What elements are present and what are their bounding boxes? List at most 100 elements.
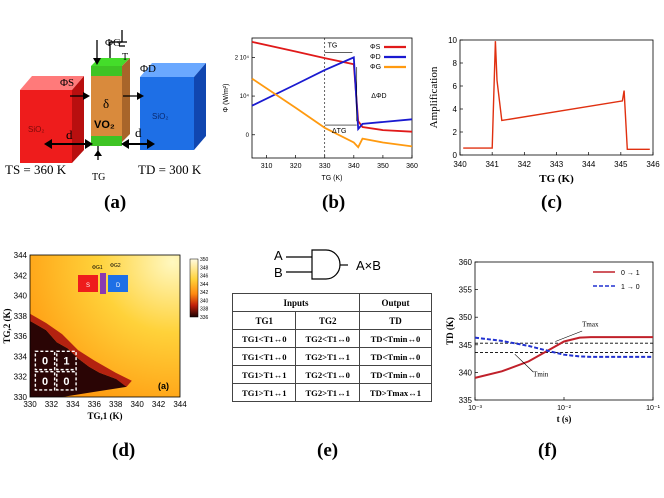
logic-cell [34, 370, 56, 391]
phi-d-label: ΦD [140, 63, 156, 75]
d-left-label: d [66, 127, 73, 142]
inset-phi-g1: ΦG1 [92, 265, 103, 271]
panel-d-label: (d) [112, 440, 136, 461]
inset-d-label: D [116, 283, 121, 289]
y-tick-label: 336 [14, 332, 28, 341]
d-right-label: d [135, 125, 142, 140]
x-tick-label: 342 [518, 160, 532, 169]
x-tick-label: 350 [377, 163, 389, 170]
col-tg2: TG2 [295, 311, 360, 330]
y-tick-label: 344 [14, 251, 28, 260]
inset-source-block [78, 275, 98, 292]
x-tick-label: 336 [88, 400, 102, 409]
y-tick-label: 10 [448, 36, 457, 45]
table-row: TG1>T1↔1 TG2<T1↔0 TD<Tmin↔0 [231, 365, 433, 384]
tmax-label: Tmax [582, 321, 599, 329]
col-td: TD [358, 311, 433, 330]
colorbar-tick-label: 338 [200, 307, 209, 313]
transition-rim [30, 313, 132, 387]
colorbar-tick-label: 346 [200, 274, 209, 280]
y-tick-label: 330 [14, 393, 28, 402]
annot-tg: TG [328, 43, 338, 50]
tmin-label: Tmin [533, 370, 549, 378]
inset-s-label: S [86, 283, 90, 289]
y-tick-label: 350 [459, 313, 473, 322]
x-axis-label: TG (K) [539, 173, 574, 185]
y-tick-label: 0 [246, 133, 250, 139]
panel-c-chart: 340 341 342 343 344 345 346 0 2 4 6 8 10 TG (K) Amplif… [428, 36, 660, 185]
y-tick-label: 334 [14, 352, 28, 361]
y-tick-label: 335 [459, 396, 473, 405]
y-tick-label: 340 [459, 368, 473, 377]
truth-table: Inputs Output TG1 TG2 TD TG1<T1↔0 TG2<T1… [231, 293, 433, 402]
x-tick-label: 330 [23, 400, 37, 409]
x-tick-label: 344 [173, 400, 187, 409]
annot-dphi: ΔΦD [371, 93, 386, 100]
y-tick-label: 2 [453, 128, 458, 137]
colorbar-tick-label: 348 [200, 265, 209, 271]
y-tick-label: 332 [14, 373, 28, 382]
y-tick-label: 360 [459, 258, 473, 267]
phi-s-label: ΦS [60, 77, 74, 89]
x-tick-label: 360 [406, 163, 418, 170]
x-tick-label: 346 [646, 160, 660, 169]
delta-label: δ [103, 96, 109, 111]
panel-d-chart: 330 332 334 336 338 340 342 344 330 332 334 336 338 3… [2, 251, 209, 421]
panel-a-diagram: SiO₂ SiO₂ T ΦG ΦS ΦD δ VO₂ d d TS = 360 … [5, 30, 206, 183]
x-tick-label: 340 [348, 163, 360, 170]
colorbar-tick-label: 336 [200, 315, 209, 321]
x-tick-label: 330 [319, 163, 331, 170]
head-output: Output [358, 293, 433, 312]
x-tick-label: 10⁻³ [468, 405, 482, 412]
left-sio2-block [20, 90, 72, 163]
legend-label: ΦD [370, 54, 381, 61]
x-tick-label: 341 [485, 160, 499, 169]
right-sio2-block [140, 77, 194, 150]
series-line [463, 41, 650, 150]
inset-phi-g2: ΦG2 [110, 263, 121, 269]
x-tick-label: 340 [453, 160, 467, 169]
y-tick-label: 0 [453, 151, 458, 160]
legend-label: 0 → 1 [621, 270, 640, 277]
logic-cell-value: 0 [42, 376, 48, 388]
x-tick-label: 334 [66, 400, 80, 409]
gate-input-a: A [274, 248, 283, 263]
vo2-layer [91, 76, 122, 136]
and-gate: A B A×B [274, 248, 381, 280]
table-row: TG1<T1↔0 TG2<T1↔0 TD<Tmin↔0 [231, 329, 433, 348]
tmax-pointer [555, 330, 583, 342]
phi-g-label: ΦG [105, 37, 121, 49]
y-axis-label: TD (K) [445, 317, 455, 345]
series-line-ΦS [251, 41, 413, 133]
y-tick-label: 342 [14, 271, 28, 280]
t-top-label: T [122, 52, 128, 63]
y-tick-label: 6 [453, 82, 458, 91]
colorbar [189, 258, 199, 318]
gate-output: A×B [356, 258, 381, 273]
table-row: TG1>T1↔1 TG2>T1↔1 TD>Tmax↔1 [231, 383, 433, 402]
y-tick-label: 340 [14, 292, 28, 301]
x-tick-label: 332 [45, 400, 59, 409]
legend-label: ΦS [370, 44, 381, 51]
x-tick-label: 10⁻¹ [646, 405, 660, 412]
y-tick-label: 4 [453, 105, 458, 114]
x-tick-label: 340 [130, 400, 144, 409]
panel-b-label: (b) [322, 192, 346, 213]
y-axis-label: Amplification [428, 66, 440, 128]
x-axis-label: TG,1 (K) [88, 411, 123, 421]
x-tick-label: 342 [152, 400, 166, 409]
y-tick-label: 10⁴ [240, 93, 250, 100]
y-axis-label: Φ (W/m²) [223, 84, 230, 113]
y-tick-label: 8 [453, 59, 458, 68]
x-tick-label: 343 [550, 160, 564, 169]
y-tick-label: 355 [459, 286, 473, 295]
legend-label: ΦG [370, 64, 381, 71]
series-line-ΦD [251, 56, 413, 132]
y-axis-label: TG,2 (K) [2, 308, 12, 343]
panel-e-label: (e) [317, 440, 339, 461]
col-tg1: TG1 [231, 311, 297, 330]
td-label: TD = 300 K [138, 162, 202, 177]
vo2-label: VO₂ [94, 119, 115, 131]
and-gate-symbol [311, 249, 341, 280]
head-inputs: Inputs [232, 293, 360, 312]
